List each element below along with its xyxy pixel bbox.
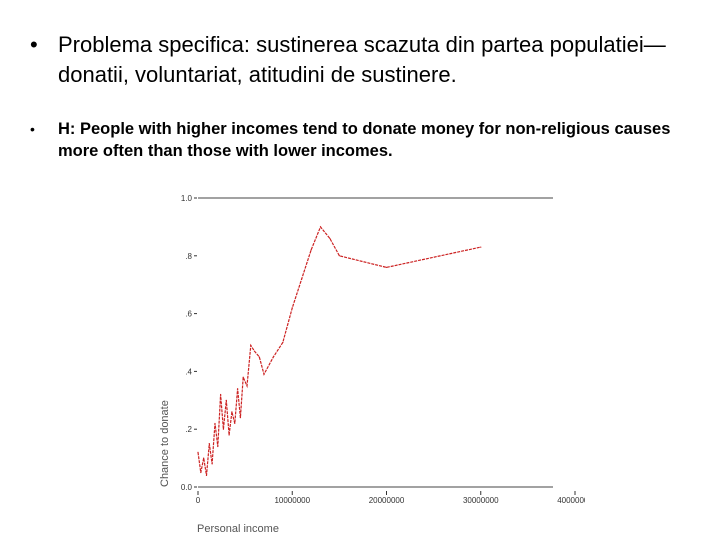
data-point: [263, 373, 265, 375]
data-point: [208, 443, 210, 445]
data-point: [338, 255, 340, 257]
data-point: [480, 246, 482, 248]
data-point: [246, 385, 248, 387]
data-point: [236, 388, 239, 390]
income-donation-chart: Chance to donate Personal income 0.0 .2 .4…: [159, 194, 585, 535]
data-point: [205, 474, 208, 477]
bullet-marker: •: [30, 32, 38, 57]
data-point: [225, 399, 227, 401]
data-point: [239, 417, 242, 419]
data-point: [200, 471, 202, 474]
data-point: [217, 445, 219, 448]
data-point: [272, 356, 274, 358]
data-point: [197, 451, 199, 453]
x-tick-label: 30000000: [463, 496, 499, 505]
x-tick-label: 20000000: [369, 496, 405, 505]
bullet-text: Problema specifica: sustinerea scazuta d…: [58, 32, 666, 87]
x-tick-label: 40000000: [557, 496, 585, 505]
series-line: [197, 225, 481, 476]
data-point: [242, 376, 244, 378]
data-point: [203, 457, 205, 459]
bullet-item-problem: • Problema specifica: sustinerea scazuta…: [30, 30, 690, 90]
data-point: [228, 434, 230, 436]
data-point: [329, 237, 331, 240]
bullet-item-hypothesis: • H: People with higher incomes tend to …: [30, 118, 690, 162]
data-point: [310, 249, 312, 251]
x-tick-label: 0: [196, 496, 201, 505]
x-tick-label: 10000000: [274, 496, 310, 505]
data-point: [253, 350, 256, 352]
data-point: [214, 422, 216, 425]
data-point: [258, 356, 260, 358]
data-point: [250, 344, 252, 346]
bullet-text: H: People with higher incomes tend to do…: [58, 120, 671, 160]
bullet-marker: •: [30, 121, 35, 137]
data-point: [231, 411, 233, 413]
data-point: [301, 278, 303, 280]
y-tick-label: .2: [185, 425, 192, 434]
data-point: [319, 226, 322, 228]
data-point: [234, 422, 236, 425]
y-tick-label: .6: [185, 310, 192, 319]
data-point: [291, 307, 293, 309]
y-tick-label: .8: [185, 252, 192, 261]
y-tick-label: 1.0: [181, 194, 193, 203]
y-tick-label: 0.0: [181, 483, 193, 492]
data-point: [220, 393, 222, 396]
y-tick-label: .4: [185, 367, 192, 376]
y-axis-label: Chance to donate: [159, 400, 171, 487]
data-point: [385, 266, 388, 268]
data-point: [222, 428, 225, 430]
data-point: [282, 341, 284, 344]
x-axis-label: Personal income: [197, 523, 279, 535]
data-point: [211, 463, 213, 465]
